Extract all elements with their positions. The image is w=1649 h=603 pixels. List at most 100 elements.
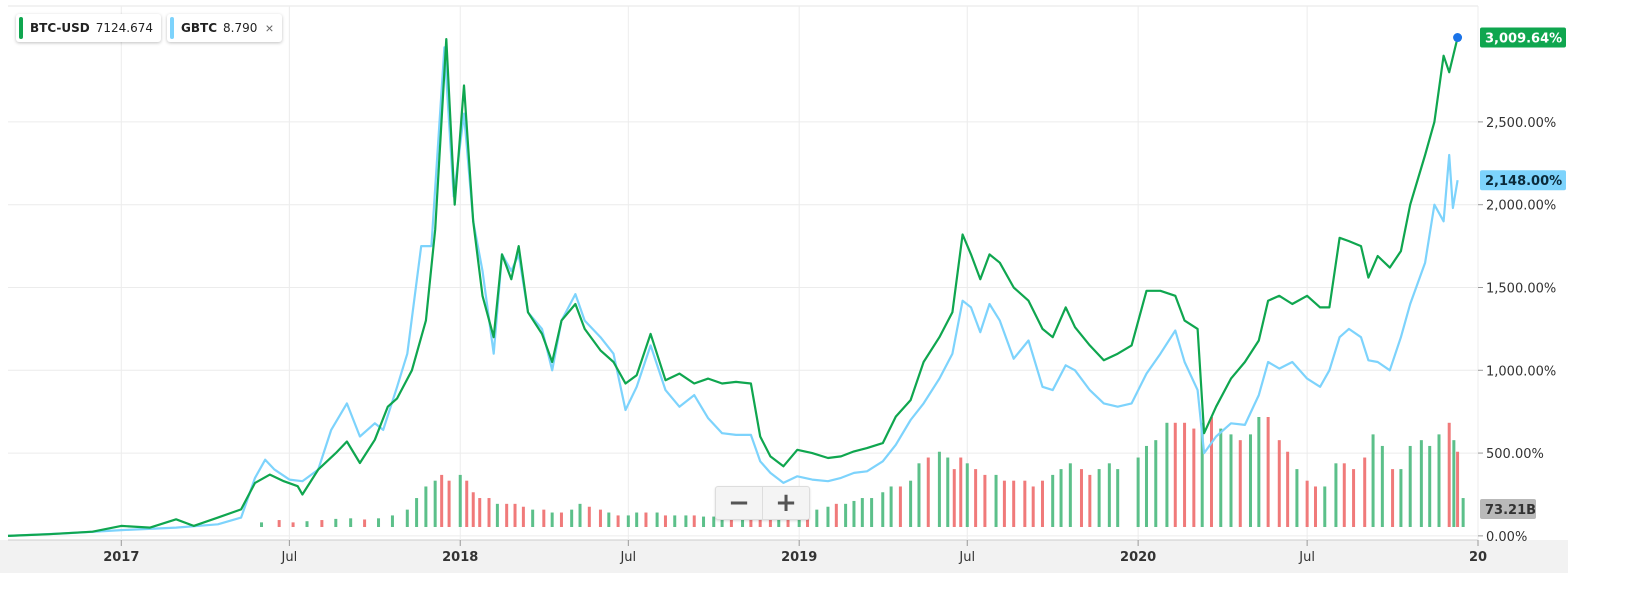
volume-bar bbox=[815, 509, 819, 527]
volume-bar bbox=[349, 518, 353, 527]
volume-bar bbox=[260, 522, 264, 527]
comparison-chart[interactable]: 0.00% 500.00% 1,000.00% 1,500.00% 2,000.00% 2… bbox=[0, 0, 1568, 573]
volume-bar bbox=[889, 486, 893, 527]
volume-bar bbox=[1371, 434, 1375, 527]
volume-bar bbox=[1391, 469, 1395, 527]
x-tick-label: Jul bbox=[958, 550, 975, 565]
volume-bar bbox=[542, 509, 546, 527]
zoom-out-button[interactable]: − bbox=[728, 488, 750, 518]
volume-bar bbox=[1313, 486, 1317, 527]
volume-bar bbox=[663, 515, 667, 527]
volume-value-badge: 73.21B bbox=[1480, 499, 1536, 519]
volume-bar bbox=[626, 515, 630, 527]
volume-bar bbox=[505, 503, 509, 527]
volume-bar bbox=[1305, 480, 1309, 527]
legend-chip-gbtc[interactable]: GBTC 8.790 × bbox=[167, 14, 282, 42]
volume-bar bbox=[702, 516, 706, 527]
x-tick-label: Jul bbox=[281, 550, 298, 565]
volume-bar bbox=[550, 512, 554, 527]
volume-bar bbox=[487, 498, 491, 527]
volume-bar bbox=[587, 506, 591, 527]
volume-bar bbox=[1399, 469, 1403, 527]
volume-bar bbox=[834, 503, 838, 527]
volume-bar bbox=[1192, 428, 1196, 527]
x-tick-label: 2019 bbox=[781, 550, 817, 565]
volume-bar bbox=[447, 480, 451, 527]
volume-bar bbox=[974, 469, 978, 527]
volume-bar bbox=[1447, 422, 1451, 527]
volume-bar bbox=[1012, 480, 1016, 527]
volume-bar bbox=[1452, 440, 1456, 527]
btc-value-badge-bg bbox=[1480, 27, 1566, 48]
volume-bar bbox=[495, 503, 499, 527]
btc-color-marker bbox=[19, 17, 23, 39]
volume-bar bbox=[1068, 463, 1072, 527]
x-tick-label: 2018 bbox=[442, 550, 478, 565]
volume-bar bbox=[881, 492, 885, 527]
btc-value: 7124.674 bbox=[95, 21, 154, 35]
volume-bar bbox=[1334, 463, 1338, 527]
gbtc-symbol: GBTC bbox=[181, 21, 218, 35]
volume-value-badge-bg bbox=[1480, 499, 1536, 519]
volume-bar bbox=[983, 474, 987, 527]
volume-bar bbox=[1408, 445, 1412, 527]
volume-bar bbox=[1342, 463, 1346, 527]
volume-bar bbox=[1257, 417, 1261, 527]
volume-bar bbox=[1144, 445, 1148, 527]
volume-bar bbox=[959, 457, 963, 527]
volume-bar bbox=[937, 451, 941, 527]
volume-bar bbox=[1219, 428, 1223, 527]
zoom-in-button[interactable]: + bbox=[762, 487, 809, 519]
legend-chip-btc[interactable]: BTC-USD 7124.674 bbox=[16, 14, 162, 42]
volume-bar bbox=[478, 498, 482, 527]
x-tick-label: 20 bbox=[1469, 550, 1487, 565]
volume-bar bbox=[655, 512, 659, 527]
volume-bar bbox=[334, 518, 338, 527]
series-line-gbtc bbox=[7, 46, 1459, 537]
volume-bar bbox=[1183, 422, 1187, 527]
volume-bar bbox=[946, 457, 950, 527]
last-point-marker bbox=[1453, 33, 1463, 43]
gbtc-color-marker bbox=[170, 17, 175, 39]
volume-bar bbox=[1097, 469, 1101, 527]
btc-symbol: BTC-USD bbox=[30, 21, 90, 35]
gbtc-value-badge-label: 2,148.00% bbox=[1485, 174, 1562, 189]
volume-bar bbox=[598, 509, 602, 527]
volume-bar bbox=[1323, 486, 1327, 527]
volume-bar bbox=[909, 480, 913, 527]
volume-bar bbox=[521, 506, 525, 527]
volume-bar bbox=[844, 503, 848, 527]
volume-bar bbox=[607, 512, 611, 527]
gbtc-value: 8.790 bbox=[223, 21, 258, 35]
volume-bar bbox=[531, 509, 535, 527]
close-icon[interactable]: × bbox=[265, 20, 274, 36]
volume-bar bbox=[1209, 417, 1213, 527]
volume-bar bbox=[692, 515, 696, 527]
volume-bar bbox=[1173, 422, 1177, 527]
volume-bar bbox=[1031, 486, 1035, 527]
volume-bar bbox=[1363, 457, 1367, 527]
volume-bar bbox=[1079, 469, 1083, 527]
volume-bar bbox=[405, 509, 409, 527]
volume-bar bbox=[277, 520, 281, 527]
volume-bar bbox=[1380, 445, 1384, 527]
volume-bar bbox=[305, 521, 309, 527]
volume-bar bbox=[684, 515, 688, 527]
volume-bar bbox=[578, 503, 582, 527]
volume-bar bbox=[926, 457, 930, 527]
volume-bar bbox=[898, 486, 902, 527]
volume-bar bbox=[1040, 480, 1044, 527]
volume-bar bbox=[1023, 480, 1027, 527]
volume-bar bbox=[729, 515, 733, 527]
volume-bar bbox=[1461, 498, 1465, 527]
volume-bar bbox=[559, 512, 563, 527]
y-tick-label: 2,500.00% bbox=[1486, 116, 1556, 131]
volume-bar bbox=[1059, 469, 1063, 527]
volume-bar bbox=[1154, 440, 1158, 527]
volume-bar bbox=[1107, 463, 1111, 527]
volume-bar bbox=[1277, 440, 1281, 527]
volume-bar bbox=[994, 474, 998, 527]
volume-bar bbox=[1165, 422, 1169, 527]
volume-bar bbox=[1088, 474, 1092, 527]
gbtc-value-badge: 2,148.00% bbox=[1480, 170, 1566, 191]
